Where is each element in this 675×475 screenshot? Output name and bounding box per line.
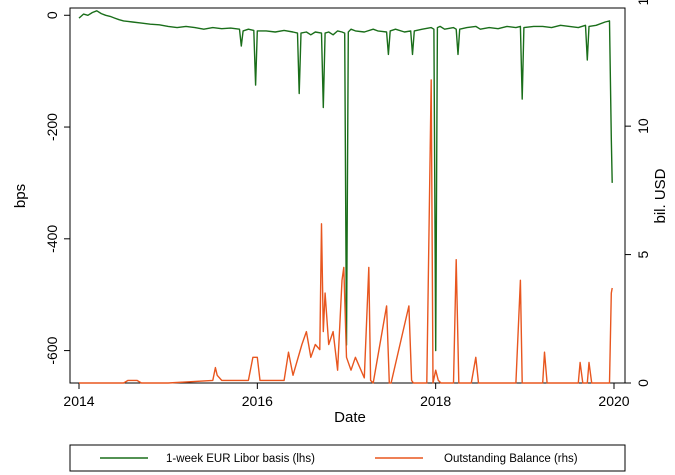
x-tick-label: 2020 [598, 393, 629, 409]
y-left-tick-label: 0 [44, 11, 60, 19]
x-axis-title: Date [334, 409, 366, 426]
y-axis-right: 0 5 10 15 [625, 0, 651, 387]
x-tick-label: 2016 [242, 393, 273, 409]
x-tick-label: 2018 [420, 393, 451, 409]
plot-frame [69, 7, 626, 384]
y-axis-left: 0 -200 -400 -600 [44, 11, 70, 365]
x-axis: 2014 2016 2018 2020 [63, 383, 630, 409]
series-layer [78, 10, 613, 384]
y-left-tick-label: -400 [44, 225, 60, 253]
y-left-tick-label: -600 [44, 336, 60, 364]
y-right-tick-label: 15 [635, 0, 651, 6]
x-tick-label: 2014 [63, 393, 94, 409]
legend-box [69, 444, 626, 472]
series-line-lhs [78, 10, 613, 352]
series-line-rhs [79, 79, 613, 384]
legend-label-rhs: Outstanding Balance (rhs) [444, 453, 578, 465]
y-left-tick-label: -200 [44, 113, 60, 141]
y-right-tick-label: 0 [635, 379, 651, 387]
y-right-tick-label: 5 [635, 250, 651, 258]
y-right-tick-label: 10 [635, 118, 651, 134]
y-axis-left-title: bps [12, 184, 29, 208]
legend: 1-week EUR Libor basis (lhs) Outstanding… [69, 444, 626, 472]
y-axis-right-title: bil. USD [652, 168, 669, 223]
legend-label-lhs: 1-week EUR Libor basis (lhs) [166, 453, 315, 465]
